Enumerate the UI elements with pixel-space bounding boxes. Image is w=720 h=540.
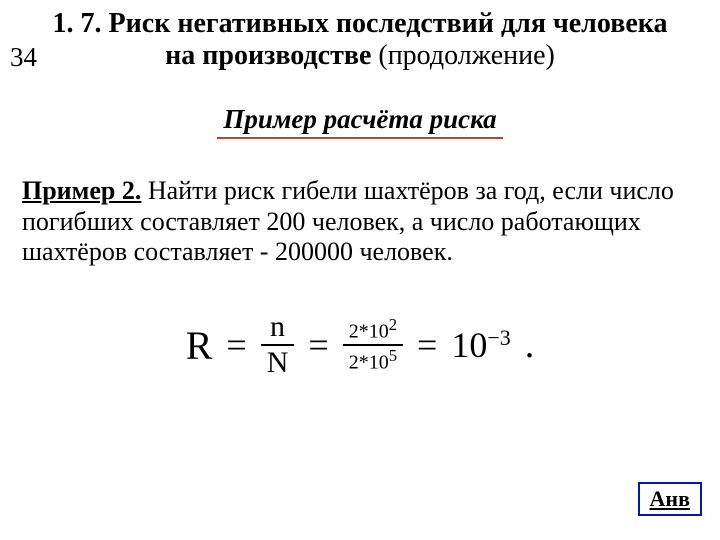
nav-button[interactable]: Анв [638, 482, 702, 516]
formula-frac-2: 2*102 2*105 [343, 317, 403, 372]
frac2-den: 2*105 [343, 348, 403, 373]
formula-eq-1: = [226, 324, 246, 366]
title-line-1: 1. 7. Риск негативных последствий для че… [0, 8, 720, 40]
title-continuation: (продолжение) [378, 40, 554, 71]
subtitle: Пример расчёта риска [217, 104, 502, 139]
frac1-num: n [264, 312, 291, 342]
title-line-2: на производстве (продолжение) [0, 40, 720, 72]
formula-eq-3: = [417, 324, 437, 366]
title-line-2-row: 34 на производстве (продолжение) [0, 40, 720, 74]
frac2-num: 2*102 [343, 317, 403, 342]
example-paragraph: Пример 2. Найти риск гибели шахтёров за … [22, 176, 698, 268]
formula-eq-2: = [308, 324, 328, 366]
frac1-den: N [261, 348, 295, 378]
nav-label: Анв [650, 486, 690, 511]
example-lead: Пример 2. [22, 176, 141, 205]
page-number: 34 [10, 42, 37, 73]
formula-period: . [525, 330, 535, 360]
slide-title-block: 1. 7. Риск негативных последствий для че… [0, 8, 720, 74]
formula-lhs: R [186, 322, 213, 369]
formula-result: 10−3 [451, 324, 510, 366]
formula: R = n N = 2*102 2*105 = 10−3. [0, 312, 720, 378]
title-line-2a: на производстве [165, 40, 378, 71]
formula-frac-1: n N [261, 312, 295, 378]
subtitle-row: Пример расчёта риска [0, 104, 720, 139]
